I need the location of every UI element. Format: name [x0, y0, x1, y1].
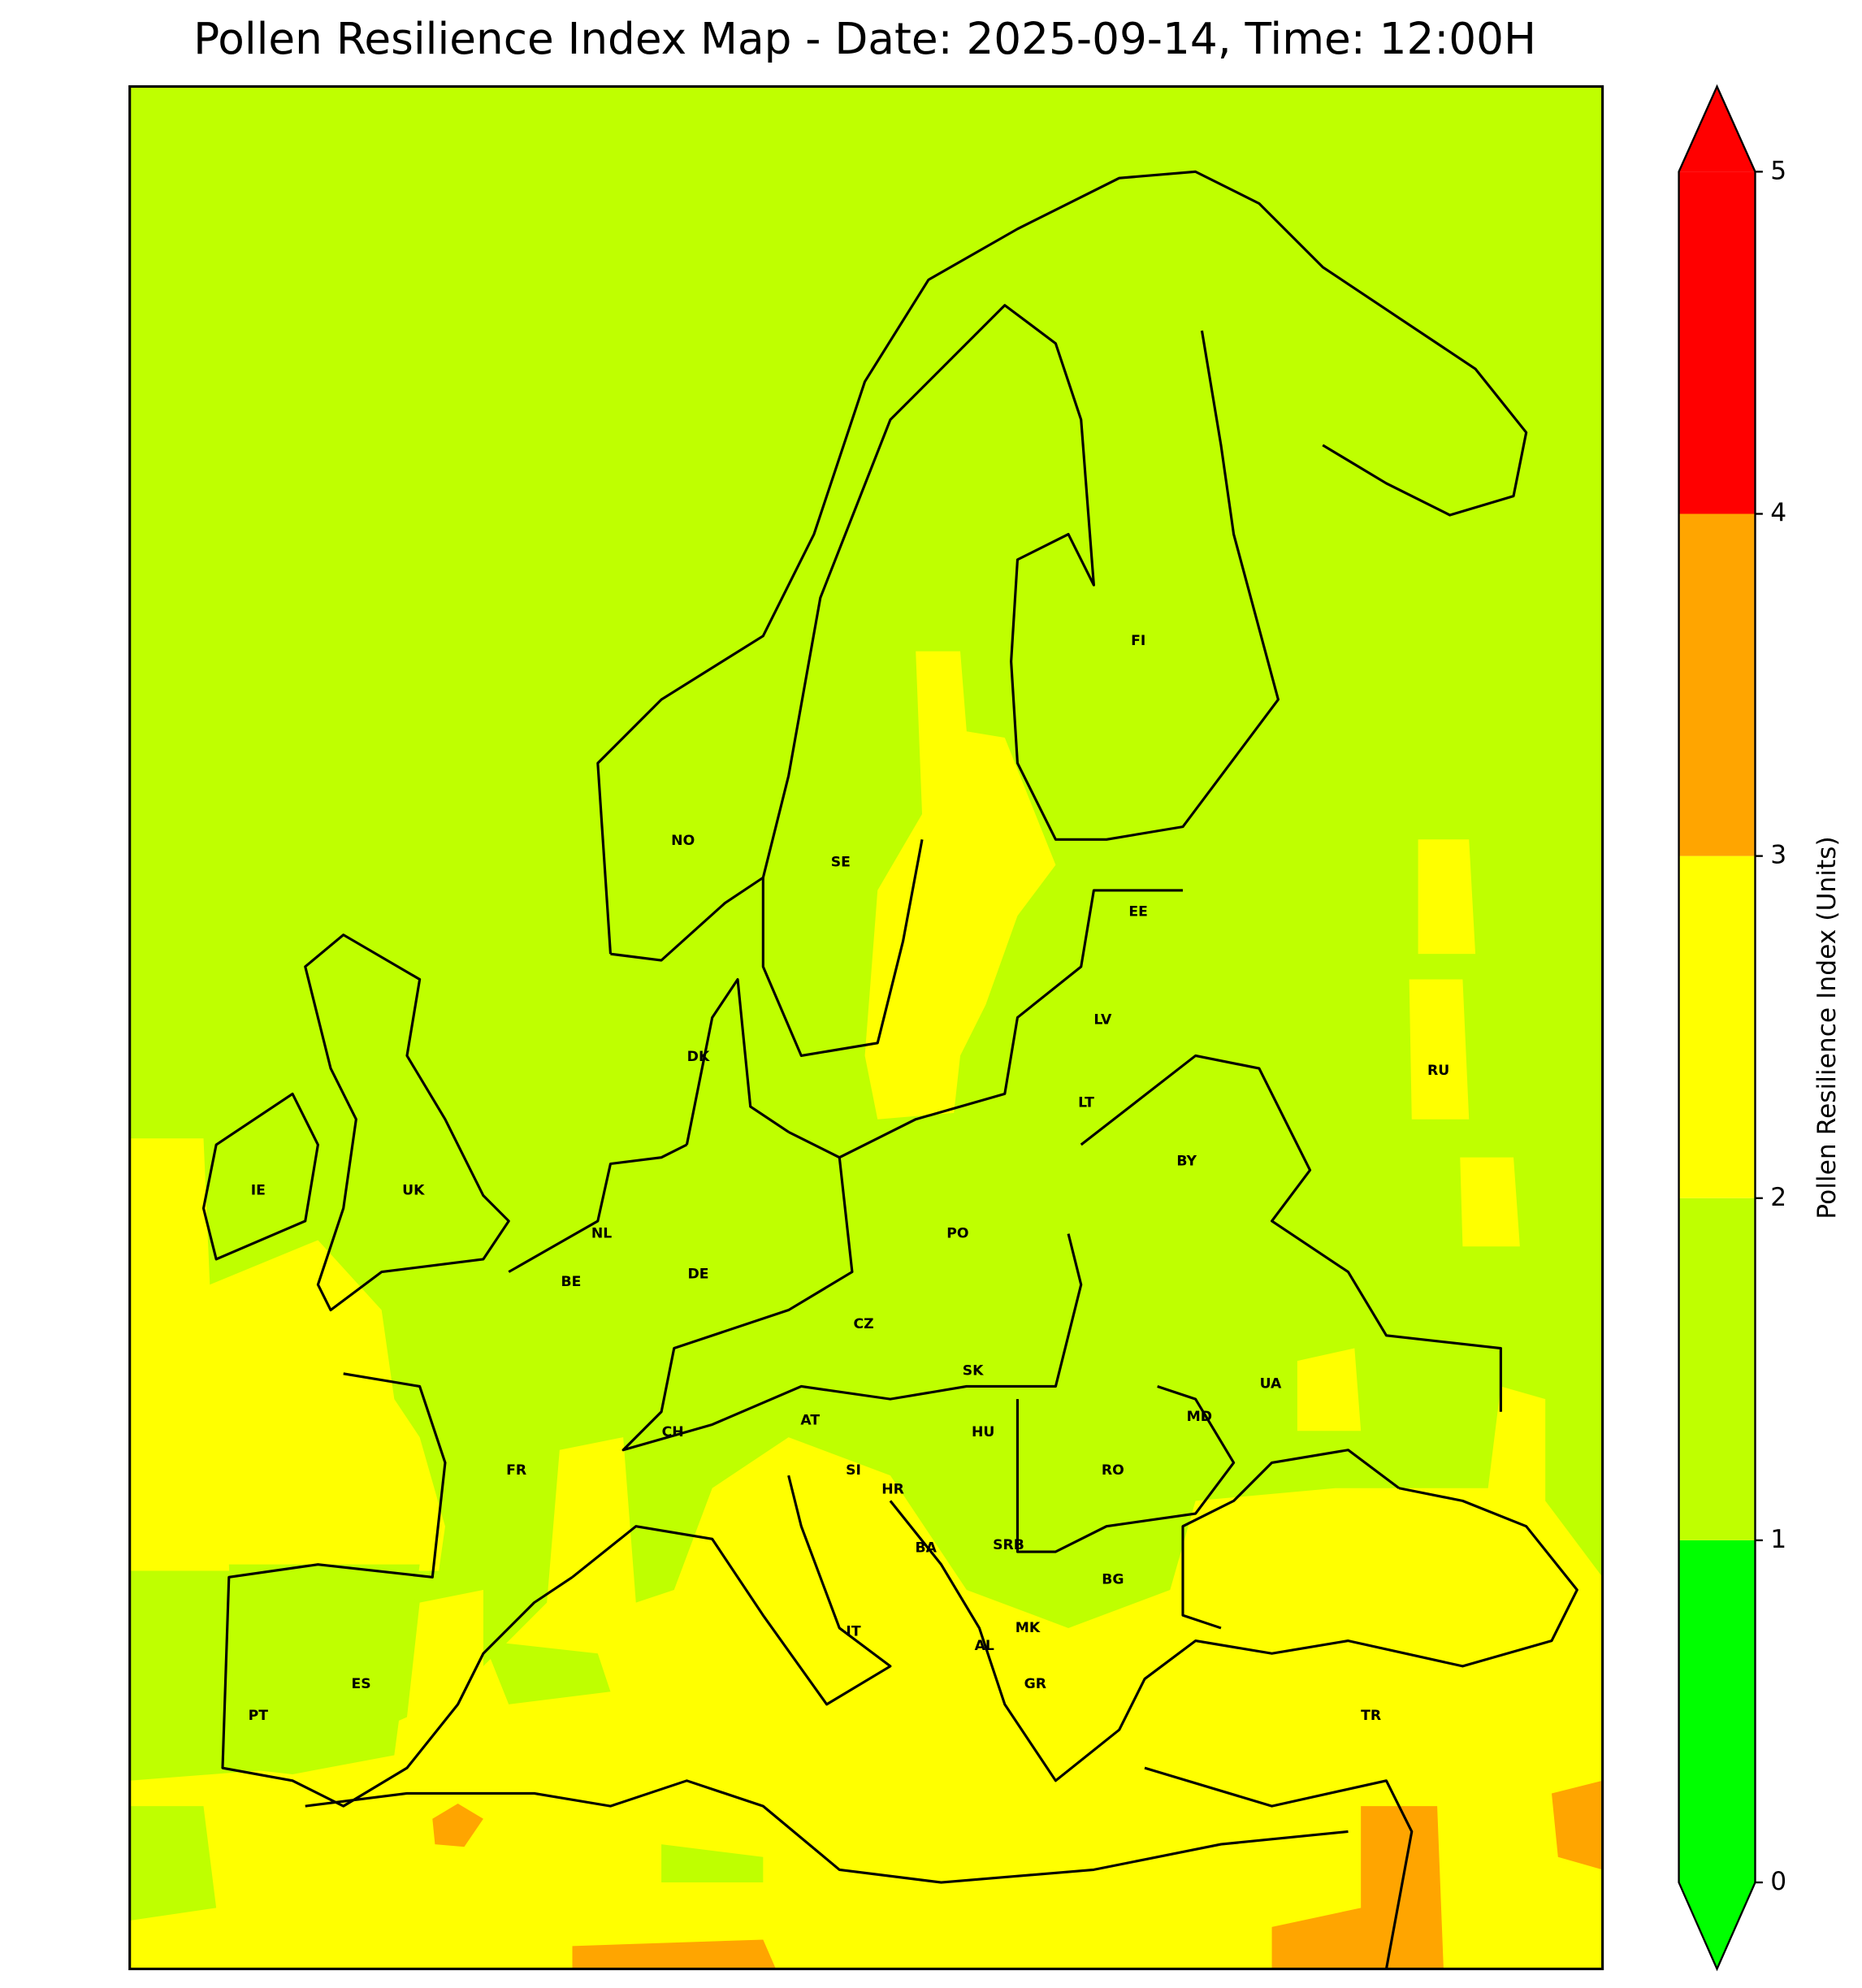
- map-area: NO SE FI EE LV LT RU BY PO DK UK IE NL BE DE CZ SK UA MD AT…: [129, 86, 1603, 1969]
- country-label: TR: [1361, 1708, 1381, 1724]
- country-label: DE: [687, 1267, 708, 1283]
- country-label: PO: [946, 1226, 968, 1242]
- country-label: BG: [1102, 1571, 1124, 1587]
- country-label: SK: [963, 1363, 984, 1379]
- country-label: RU: [1427, 1063, 1449, 1079]
- colorbar-segment: [1678, 1540, 1756, 1883]
- country-label: IE: [251, 1182, 266, 1198]
- country-label: HU: [972, 1424, 994, 1440]
- colorbar-segment: [1678, 855, 1756, 1198]
- map-title: Pollen Resilience Index Map - Date: 2025…: [193, 14, 1536, 64]
- country-label: CH: [662, 1424, 684, 1440]
- country-label: SRB: [993, 1537, 1024, 1553]
- country-label: BA: [916, 1540, 937, 1556]
- country-label: AT: [800, 1413, 820, 1429]
- index-zones-high: [432, 1780, 1603, 1969]
- colorbar-extend-high: [1678, 86, 1756, 172]
- country-label: HR: [881, 1481, 904, 1497]
- country-label: PT: [249, 1708, 269, 1724]
- colorbar-extend-low: [1678, 1882, 1756, 1969]
- country-label: FI: [1131, 633, 1145, 649]
- country-label: BY: [1176, 1153, 1197, 1169]
- colorbar-segment: [1678, 513, 1756, 856]
- map-frame: [128, 84, 1604, 1971]
- colorbar-tick-label: 5: [1770, 156, 1786, 185]
- index-zones-low: [129, 1564, 764, 1921]
- country-label: AL: [975, 1638, 994, 1654]
- colorbar-segment: [1678, 171, 1756, 514]
- country-label: NL: [591, 1226, 612, 1242]
- country-labels: NO SE FI EE LV LT RU BY PO DK UK IE NL BE DE CZ SK UA MD AT…: [249, 633, 1450, 1724]
- country-label: CZ: [853, 1316, 873, 1332]
- country-label: IT: [846, 1624, 860, 1640]
- index-zones: [129, 651, 1603, 1969]
- country-label: SE: [831, 854, 851, 870]
- colorbar: 0 1 2 3 4 5: [1678, 84, 1786, 1972]
- country-label: RO: [1102, 1462, 1124, 1479]
- country-label: EE: [1128, 904, 1148, 920]
- country-label: SI: [846, 1462, 861, 1479]
- colorbar-outline: [1678, 84, 1756, 1972]
- country-label: LV: [1093, 1012, 1112, 1029]
- country-label: UA: [1260, 1375, 1282, 1392]
- colorbar-tick-label: 0: [1770, 1867, 1786, 1896]
- country-label: GR: [1024, 1676, 1046, 1692]
- country-label: LT: [1078, 1094, 1094, 1111]
- coastlines: [201, 170, 1578, 1969]
- country-label: MK: [1015, 1620, 1041, 1636]
- country-label: MD: [1187, 1409, 1212, 1425]
- country-label: NO: [671, 833, 695, 849]
- colorbar-tick-label: 4: [1770, 498, 1786, 527]
- colorbar-tick-label: 2: [1770, 1183, 1786, 1212]
- colorbar-segment: [1678, 1198, 1756, 1540]
- country-label: DK: [687, 1049, 710, 1065]
- colorbar-tick-label: 3: [1770, 841, 1786, 870]
- colorbar-tick-label: 1: [1770, 1525, 1786, 1554]
- country-label: FR: [506, 1462, 526, 1479]
- country-label: UK: [402, 1182, 425, 1198]
- country-label: ES: [352, 1676, 371, 1692]
- colorbar-label: Pollen Resilience Index (Units): [1812, 836, 1842, 1219]
- country-label: BE: [561, 1274, 581, 1290]
